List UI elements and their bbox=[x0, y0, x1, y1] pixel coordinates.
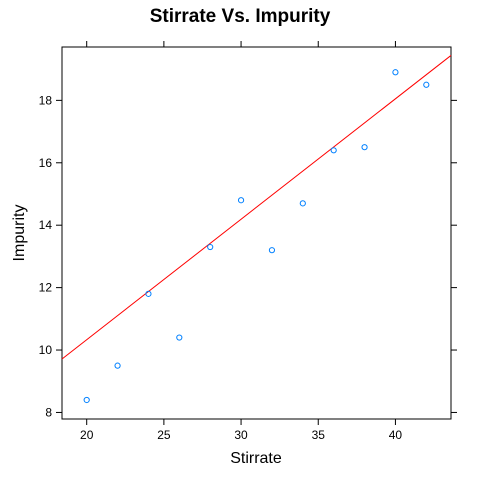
x-tick-label: 30 bbox=[234, 428, 248, 442]
data-point bbox=[114, 362, 121, 369]
data-point bbox=[207, 243, 214, 251]
data-point bbox=[392, 69, 399, 76]
x-tick-label: 35 bbox=[312, 428, 326, 442]
data-point bbox=[299, 200, 306, 207]
data-point bbox=[423, 81, 430, 88]
regression-line bbox=[61, 55, 452, 360]
data-point bbox=[361, 144, 368, 151]
y-tick-label: 14 bbox=[39, 218, 53, 232]
data-point bbox=[145, 290, 152, 297]
data-point bbox=[83, 396, 90, 404]
chart-title: Stirrate Vs. Impurity bbox=[150, 6, 331, 27]
y-tick-label: 8 bbox=[45, 405, 52, 419]
x-tick-label: 20 bbox=[80, 428, 94, 442]
x-tick-label: 25 bbox=[157, 428, 171, 442]
data-point bbox=[330, 147, 337, 154]
data-point bbox=[237, 197, 245, 204]
y-tick-label: 18 bbox=[39, 93, 53, 107]
data-point bbox=[176, 334, 183, 341]
y-tick-label: 16 bbox=[39, 156, 53, 170]
x-tick-label: 40 bbox=[389, 428, 403, 442]
y-tick-label: 12 bbox=[39, 281, 53, 295]
plot-frame bbox=[61, 46, 452, 420]
x-axis-label: Stirrate bbox=[230, 450, 282, 467]
y-axis-label: Impurity bbox=[11, 205, 28, 262]
y-tick-label: 10 bbox=[39, 343, 53, 357]
data-point bbox=[268, 247, 276, 254]
